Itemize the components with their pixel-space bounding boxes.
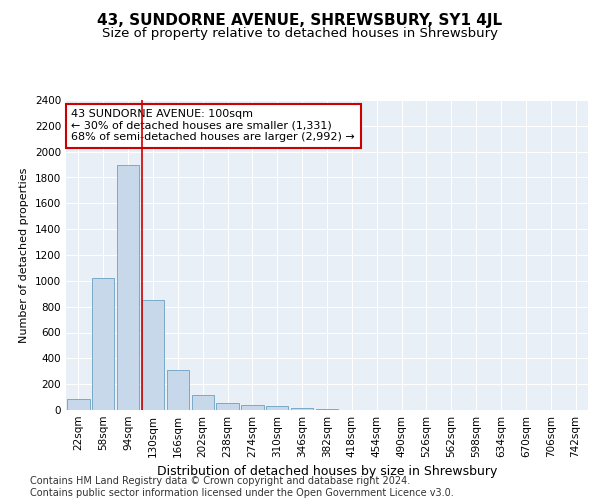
Bar — [217, 404, 239, 410]
Bar — [67, 399, 89, 410]
X-axis label: Distribution of detached houses by size in Shrewsbury: Distribution of detached houses by size … — [157, 466, 497, 478]
Bar — [291, 408, 313, 410]
Text: 43 SUNDORNE AVENUE: 100sqm
← 30% of detached houses are smaller (1,331)
68% of s: 43 SUNDORNE AVENUE: 100sqm ← 30% of deta… — [71, 110, 355, 142]
Bar — [241, 404, 263, 410]
Y-axis label: Number of detached properties: Number of detached properties — [19, 168, 29, 342]
Bar — [167, 370, 189, 410]
Bar — [92, 278, 115, 410]
Text: Size of property relative to detached houses in Shrewsbury: Size of property relative to detached ho… — [102, 28, 498, 40]
Bar — [117, 164, 139, 410]
Bar — [191, 394, 214, 410]
Bar — [142, 300, 164, 410]
Bar — [266, 406, 289, 410]
Text: Contains HM Land Registry data © Crown copyright and database right 2024.
Contai: Contains HM Land Registry data © Crown c… — [30, 476, 454, 498]
Text: 43, SUNDORNE AVENUE, SHREWSBURY, SY1 4JL: 43, SUNDORNE AVENUE, SHREWSBURY, SY1 4JL — [97, 12, 503, 28]
